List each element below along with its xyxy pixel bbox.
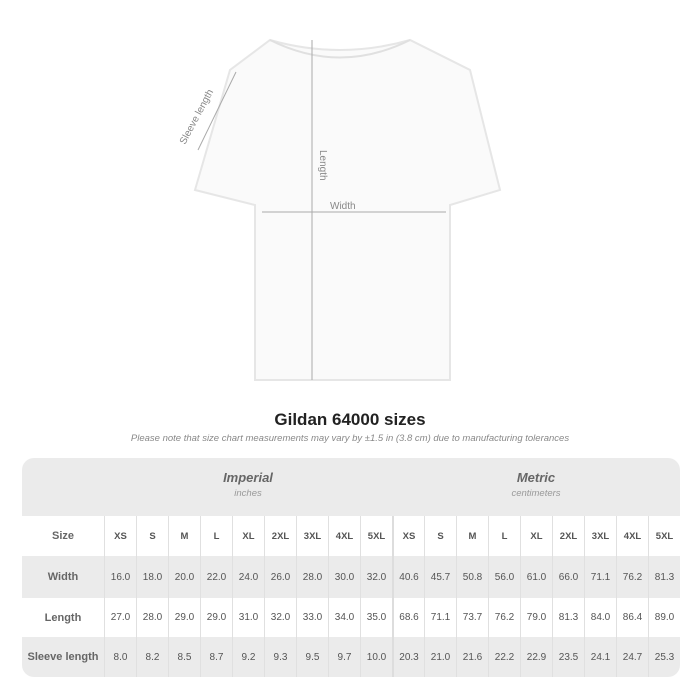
table-cell: 61.0 (520, 556, 552, 598)
table-cell: 89.0 (648, 598, 680, 637)
table-cell: 24.1 (584, 637, 616, 677)
tshirt-shape (193, 38, 502, 381)
table-cell: L (200, 516, 232, 556)
table-cell: 20.0 (168, 556, 200, 598)
table-cell: 35.0 (360, 598, 392, 637)
table-cell: M (456, 516, 488, 556)
size-header-row: Size XS S M L XL 2XL 3XL 4XL 5XL XS S M L XL 2XL 3XL 4XL 5… (22, 516, 680, 556)
table-cell: 22.0 (200, 556, 232, 598)
metric-unit: centimeters (511, 488, 561, 499)
table-cell: L (488, 516, 520, 556)
table-cell: 5XL (648, 516, 680, 556)
table-cell: 25.3 (648, 637, 680, 677)
table-row: Width 16.0 18.0 20.0 22.0 24.0 26.0 28.0 30.0 32.… (22, 556, 680, 598)
table-cell: 27.0 (104, 598, 136, 637)
table-cell: 71.1 (584, 556, 616, 598)
table-cell: 32.0 (360, 556, 392, 598)
table-cell: 32.0 (264, 598, 296, 637)
table-cell: 79.0 (520, 598, 552, 637)
table-cell: 20.3 (392, 637, 424, 677)
table-cell: XS (104, 516, 136, 556)
table-cell: 22.9 (520, 637, 552, 677)
table-cell: 2XL (552, 516, 584, 556)
table-cell: 8.5 (168, 637, 200, 677)
table-cell: 40.6 (392, 556, 424, 598)
table-row: Sleeve length 8.0 8.2 8.5 8.7 9.2 9.3 9.5 9.7 10.… (22, 637, 680, 677)
table-cell: 9.7 (328, 637, 360, 677)
table-cell: XS (392, 516, 424, 556)
table-cell: 81.3 (552, 598, 584, 637)
table-cell: 66.0 (552, 556, 584, 598)
imperial-unit: inches (234, 488, 262, 499)
imperial-title: Imperial (223, 470, 273, 485)
table-cell: S (424, 516, 456, 556)
table-cell: 9.5 (296, 637, 328, 677)
table-cell: 84.0 (584, 598, 616, 637)
row-label: Sleeve length (27, 651, 99, 663)
table-cell: 56.0 (488, 556, 520, 598)
table-cell: 33.0 (296, 598, 328, 637)
table-cell: 24.0 (232, 556, 264, 598)
size-table: Imperial inches Metric centimeters Size X… (22, 458, 680, 677)
table-cell: 31.0 (232, 598, 264, 637)
table-cell: 86.4 (616, 598, 648, 637)
table-cell: 4XL (328, 516, 360, 556)
table-cell: 4XL (616, 516, 648, 556)
table-cell: 71.1 (424, 598, 456, 637)
table-cell: 29.0 (168, 598, 200, 637)
table-cell: 2XL (264, 516, 296, 556)
table-cell: 3XL (584, 516, 616, 556)
table-cell: 3XL (296, 516, 328, 556)
table-cell: M (168, 516, 200, 556)
table-cell: 8.0 (104, 637, 136, 677)
table-cell: 28.0 (296, 556, 328, 598)
table-cell: 8.7 (200, 637, 232, 677)
tshirt-diagram: Length Width Sleeve length (178, 38, 502, 381)
row-label: Length (44, 611, 82, 624)
table-cell: 10.0 (360, 637, 392, 677)
table-cell: 21.6 (456, 637, 488, 677)
imperial-header: Imperial inches (104, 458, 392, 516)
table-cell: 30.0 (328, 556, 360, 598)
table-cell: 8.2 (136, 637, 168, 677)
table-cell: 18.0 (136, 556, 168, 598)
table-cell: 81.3 (648, 556, 680, 598)
table-cell: 29.0 (200, 598, 232, 637)
table-cell: S (136, 516, 168, 556)
table-cell: XL (520, 516, 552, 556)
row-label: Width (47, 571, 79, 583)
table-cell: 23.5 (552, 637, 584, 677)
table-cell: 21.0 (424, 637, 456, 677)
table-cell: 73.7 (456, 598, 488, 637)
table-cell: 28.0 (136, 598, 168, 637)
width-label: Width (330, 201, 356, 212)
table-cell: 9.2 (232, 637, 264, 677)
table-cell: 45.7 (424, 556, 456, 598)
table-row: Length 27.0 28.0 29.0 29.0 31.0 32.0 33.0 34.0 35… (22, 598, 680, 637)
table-cell: 76.2 (616, 556, 648, 598)
table-cell: XL (232, 516, 264, 556)
table-cell: 50.8 (456, 556, 488, 598)
table-cell: 26.0 (264, 556, 296, 598)
metric-title: Metric (516, 470, 556, 485)
chart-title: Gildan 64000 sizes (274, 410, 426, 429)
table-cell: 22.2 (488, 637, 520, 677)
tolerance-note: Please note that size chart measurements… (130, 433, 570, 444)
table-cell: 24.7 (616, 637, 648, 677)
table-cell: 16.0 (104, 556, 136, 598)
table-cell: 9.3 (264, 637, 296, 677)
table-cell: 34.0 (328, 598, 360, 637)
table-cell: 68.6 (392, 598, 424, 637)
metric-header: Metric centimeters (392, 458, 680, 516)
table-cell: 76.2 (488, 598, 520, 637)
sleeve-line (197, 71, 237, 151)
table-cell: 5XL (360, 516, 392, 556)
length-label: Length (317, 150, 328, 181)
row-label: Size (51, 530, 74, 542)
